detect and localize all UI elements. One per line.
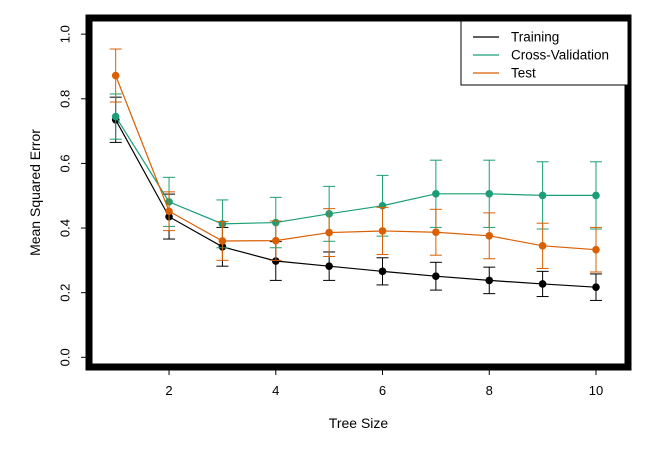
- y-axis-title: Mean Squared Error: [27, 129, 43, 256]
- legend-box: [460, 20, 629, 86]
- data-point: [485, 276, 494, 285]
- series-line: [115, 116, 596, 225]
- series-line: [115, 75, 597, 251]
- y-tick-label: 0.8: [58, 90, 73, 108]
- data-point: [378, 227, 387, 235]
- data-point: [592, 191, 600, 200]
- data-point: [538, 191, 547, 200]
- data-point: [432, 189, 440, 198]
- y-tick-label: 0.6: [58, 154, 73, 172]
- data-point: [432, 272, 440, 280]
- data-point: [592, 245, 600, 254]
- legend: Training Cross-Validation Test: [460, 20, 629, 86]
- legend-label: Training: [511, 30, 559, 45]
- x-tick-label: 2: [165, 383, 172, 398]
- data-point: [378, 267, 387, 276]
- y-tick-label: 0.2: [58, 284, 73, 302]
- x-tick-label: 6: [379, 383, 386, 398]
- y-tick-label: 0.4: [58, 219, 73, 237]
- data-point: [325, 228, 333, 237]
- plot-frame: [85, 14, 632, 371]
- x-tick-label: 4: [272, 383, 279, 398]
- series-test: [109, 48, 602, 273]
- data-point: [538, 280, 547, 288]
- y-tick-label: 0.0: [58, 348, 73, 366]
- series-training: [109, 96, 602, 301]
- data-point: [432, 228, 440, 237]
- data-point: [271, 257, 280, 265]
- x-tick-label: 8: [486, 383, 493, 398]
- data-point: [165, 207, 173, 216]
- x-axis-title: Tree Size: [329, 415, 389, 431]
- series-line: [115, 119, 597, 288]
- legend-label: Test: [511, 66, 536, 81]
- data-point: [592, 283, 600, 291]
- data-point: [111, 71, 120, 80]
- y-tick-label: 1.0: [58, 25, 73, 43]
- data-point: [485, 232, 494, 240]
- x-tick-label: 10: [589, 383, 603, 398]
- data-point: [111, 112, 120, 121]
- data-marks: [109, 48, 602, 301]
- data-point: [485, 189, 494, 198]
- data-point: [218, 237, 227, 245]
- data-point: [538, 242, 547, 250]
- data-point: [325, 262, 333, 270]
- axes: 2 4 6 8 10 0.0 0.2 0.4 0.6 0.8 1.0: [58, 25, 604, 398]
- legend-label: Cross-Validation: [511, 48, 609, 63]
- data-point: [271, 236, 280, 245]
